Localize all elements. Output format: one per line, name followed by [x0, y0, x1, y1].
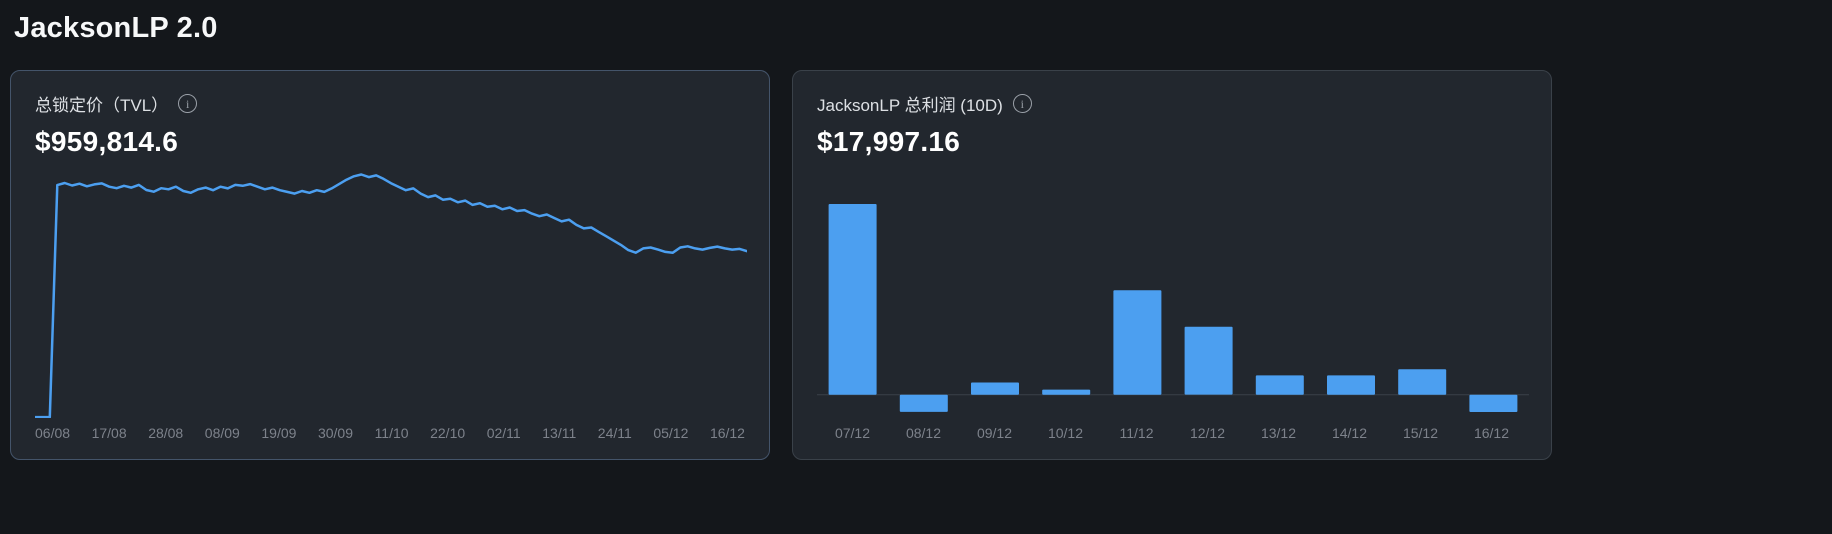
- info-icon[interactable]: i: [1012, 94, 1032, 113]
- x-tick-label: 24/11: [597, 425, 632, 441]
- x-tick-label: 06/08: [35, 425, 71, 441]
- tvl-card-title: 总锁定价（TVL）: [35, 96, 169, 115]
- tvl-x-axis-labels: 06/08 17/08 28/08 08/09 19/09 30/09 11/10 22/10…: [35, 425, 745, 441]
- x-tick-label: 28/08: [148, 425, 184, 441]
- x-tick-label: 15/12: [1402, 425, 1439, 441]
- profit-chart-area: 07/12 08/12 09/12 10/12 11/12 12/12 13/12 14/12…: [817, 166, 1529, 441]
- x-tick-label: 08/09: [204, 425, 240, 441]
- x-tick-label: 11/10: [374, 425, 409, 441]
- x-tick-label: 02/11: [486, 425, 521, 441]
- x-tick-label: 14/12: [1331, 425, 1368, 441]
- x-tick-label: 16/12: [1473, 425, 1510, 441]
- app-title: JacksonLP 2.0: [14, 12, 218, 44]
- x-tick-label: 12/12: [1189, 425, 1226, 441]
- x-tick-label: 30/09: [317, 425, 354, 441]
- tvl-card-header: 总锁定价（TVL） i: [35, 91, 745, 116]
- profit-card-header: JacksonLP 总利润 (10D) i: [817, 91, 1527, 116]
- profit-value: $17,997.16: [817, 126, 961, 157]
- x-tick-label: 11/12: [1119, 425, 1154, 441]
- profit-x-axis-labels: 07/12 08/12 09/12 10/12 11/12 12/12 13/12 14/12…: [817, 425, 1527, 441]
- tvl-card: 总锁定价（TVL） i $959,814.6 06/08 17/08 28/08 08…: [10, 70, 770, 460]
- x-tick-label: 13/12: [1260, 425, 1297, 441]
- x-tick-label: 09/12: [976, 425, 1013, 441]
- x-tick-label: 05/12: [653, 425, 689, 441]
- tvl-line-chart[interactable]: [35, 166, 747, 418]
- tvl-chart-area: 06/08 17/08 28/08 08/09 19/09 30/09 11/10 22/10…: [35, 166, 747, 441]
- x-tick-label: 07/12: [834, 425, 871, 441]
- x-tick-label: 19/09: [261, 425, 297, 441]
- cards-row: 总锁定价（TVL） i $959,814.6 06/08 17/08 28/08 08…: [10, 70, 1832, 460]
- x-tick-label: 08/12: [905, 425, 942, 441]
- x-tick-label: 10/12: [1047, 425, 1084, 441]
- x-tick-label: 13/11: [542, 425, 577, 441]
- x-tick-label: 17/08: [91, 425, 127, 441]
- profit-card-title: JacksonLP 总利润 (10D): [817, 96, 1003, 115]
- x-tick-label: 16/12: [709, 425, 745, 441]
- profit-card: JacksonLP 总利润 (10D) i $17,997.16 07/12 08…: [792, 70, 1552, 460]
- info-icon[interactable]: i: [178, 94, 198, 113]
- tvl-value: $959,814.6: [35, 126, 179, 157]
- profit-bar-chart[interactable]: [817, 166, 1529, 418]
- x-tick-label: 22/10: [430, 425, 466, 441]
